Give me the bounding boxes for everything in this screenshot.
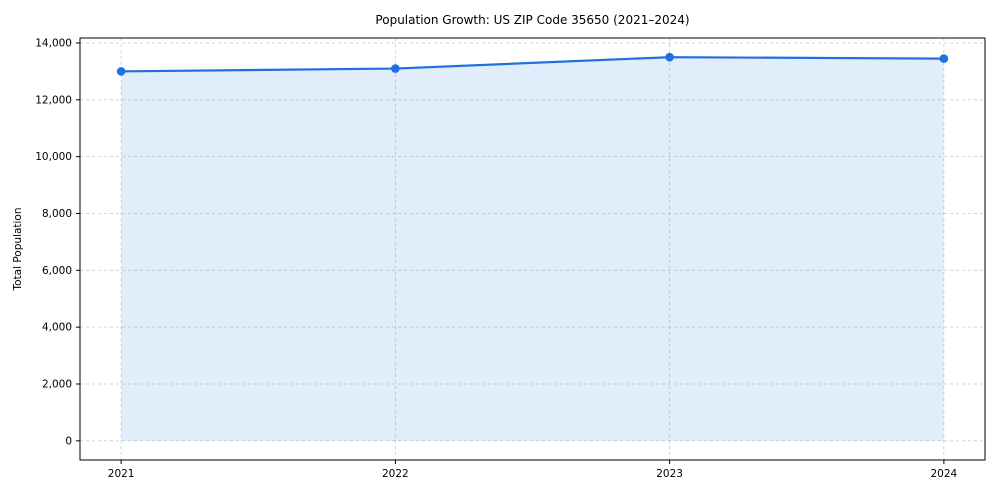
plot-border	[79, 37, 986, 461]
y-tick-label: 4,000	[42, 322, 72, 334]
x-tick-label: 2021	[108, 468, 135, 480]
x-tick-label: 2022	[382, 468, 409, 480]
data-point-marker	[116, 67, 126, 76]
series-line	[120, 56, 945, 73]
y-tick-label: 6,000	[42, 265, 72, 277]
y-tick-label: 12,000	[35, 94, 72, 106]
data-point-marker	[391, 64, 400, 73]
y-tick-label: 2,000	[42, 378, 72, 390]
y-tick-label: 14,000	[35, 37, 72, 49]
y-tick-label: 0	[65, 435, 72, 447]
chart-title: Population Growth: US ZIP Code 35650 (20…	[375, 13, 690, 27]
data-point-marker	[939, 54, 949, 63]
area-fill	[121, 57, 944, 441]
data-point-marker	[665, 52, 674, 62]
y-tick-label: 8,000	[42, 208, 72, 220]
x-tick-label: 2023	[656, 468, 683, 480]
y-tick-label: 10,000	[35, 151, 72, 163]
x-tick-label: 2024	[930, 468, 957, 480]
